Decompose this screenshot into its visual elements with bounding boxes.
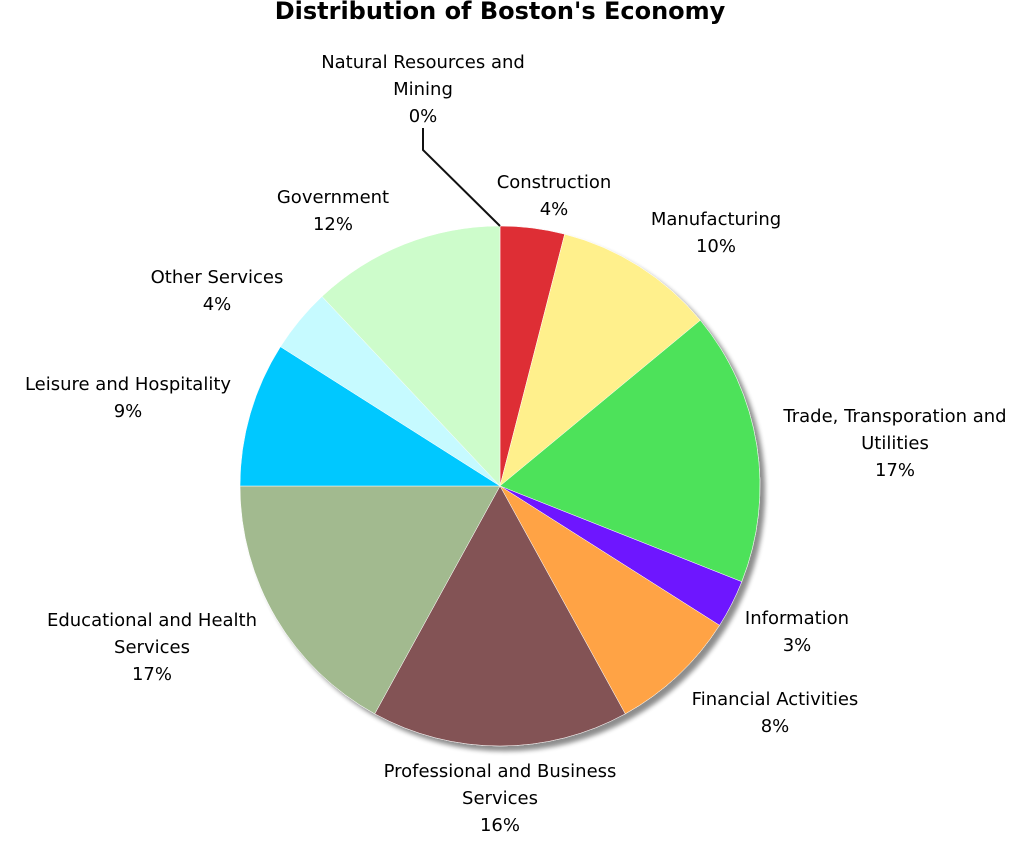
pie-slice-government	[321, 225, 501, 487]
pie-slice-trade-transporation-and-utilities	[499, 319, 761, 583]
category-label-financial-activities: Financial Activities	[692, 689, 859, 710]
category-label-professional-and-business-services: Professional and Business	[384, 761, 617, 782]
pie-slice-manufacturing	[499, 233, 701, 487]
value-label-construction: 4%	[540, 199, 569, 220]
value-label-manufacturing: 10%	[696, 236, 736, 257]
category-label-other-services: Other Services	[151, 267, 284, 288]
value-label-financial-activities: 8%	[761, 716, 790, 737]
value-label-other-services: 4%	[203, 294, 232, 315]
category-label-natural-resources-and-mining: Mining	[393, 79, 453, 100]
pie-slice-financial-activities	[499, 485, 720, 715]
value-label-educational-and-health-services: 17%	[132, 664, 172, 685]
pie-slice-professional-and-business-services	[374, 485, 626, 747]
chart-title: Distribution of Boston's Economy	[275, 0, 726, 25]
value-label-trade-transporation-and-utilities: 17%	[875, 460, 915, 481]
category-label-government: Government	[277, 187, 389, 208]
category-label-educational-and-health-services: Educational and Health	[47, 610, 257, 631]
category-label-natural-resources-and-mining: Natural Resources and	[321, 52, 525, 73]
value-label-information: 3%	[783, 635, 812, 656]
category-label-manufacturing: Manufacturing	[651, 209, 781, 230]
value-label-natural-resources-and-mining: 0%	[409, 106, 438, 127]
value-label-leisure-and-hospitality: 9%	[114, 401, 143, 422]
pie-slices	[239, 225, 761, 747]
category-label-educational-and-health-services: Services	[114, 637, 190, 658]
pie-slice-leisure-and-hospitality	[239, 346, 501, 487]
category-label-information: Information	[745, 608, 849, 629]
category-label-trade-transporation-and-utilities: Trade, Transporation and	[782, 406, 1006, 427]
category-label-leisure-and-hospitality: Leisure and Hospitality	[25, 374, 231, 395]
value-label-government: 12%	[313, 214, 353, 235]
category-label-professional-and-business-services: Services	[462, 788, 538, 809]
pie-slice-educational-and-health-services	[239, 485, 501, 715]
pie-slice-natural-resources-and-mining	[422, 128, 501, 227]
category-label-construction: Construction	[497, 172, 612, 193]
value-label-professional-and-business-services: 16%	[480, 815, 520, 836]
pie-labels: Construction 4% Manufacturing 10% Trade, Tra…	[25, 52, 1007, 836]
category-label-trade-transporation-and-utilities: Utilities	[861, 433, 929, 454]
